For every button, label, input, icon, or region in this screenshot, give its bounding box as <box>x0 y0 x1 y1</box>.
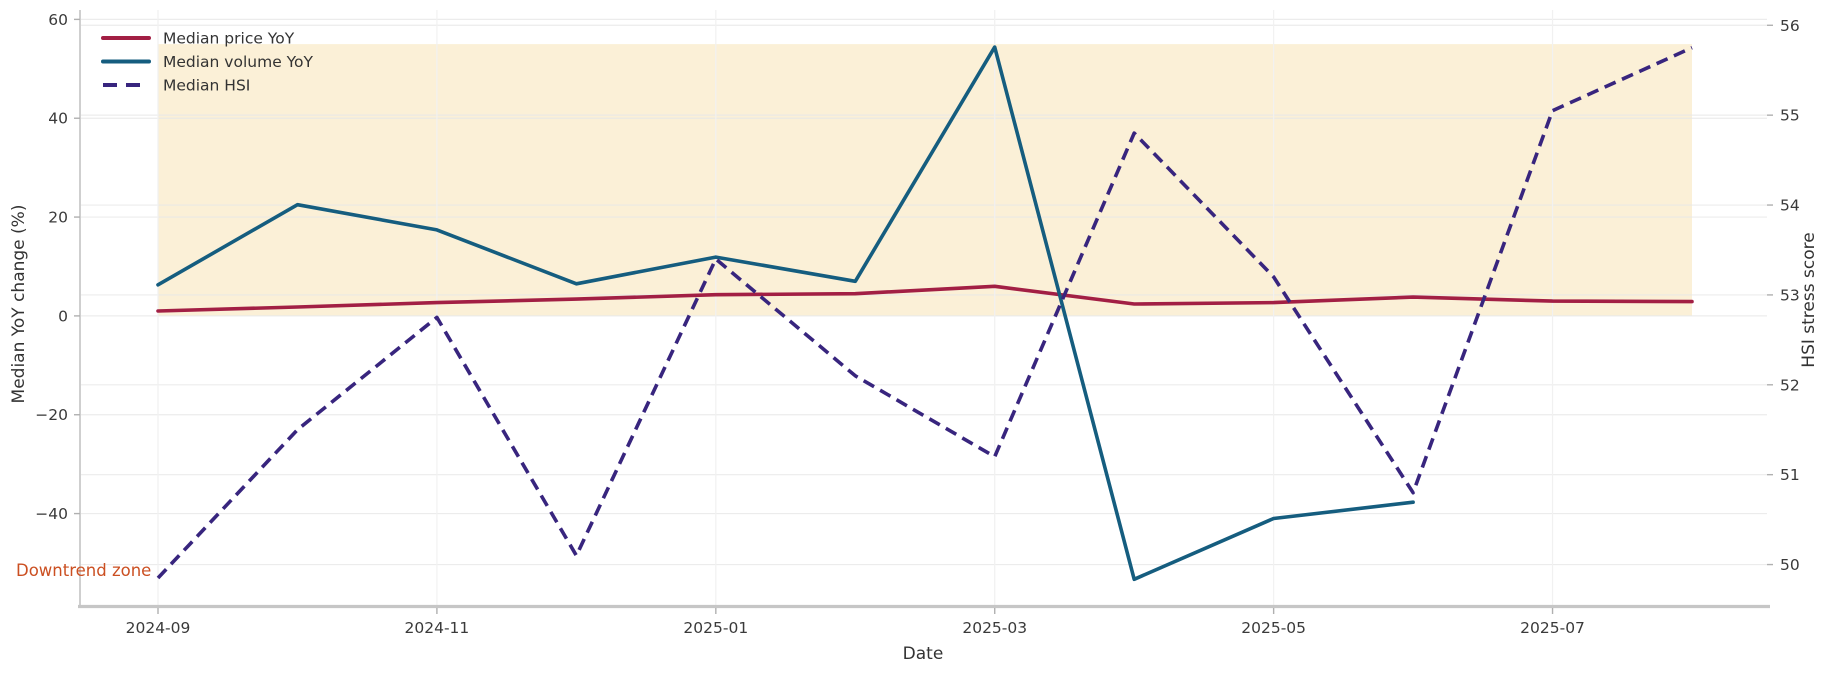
y-right-tick-label: 55 <box>1780 107 1800 125</box>
y-left-tick-label: 40 <box>48 110 68 128</box>
y-left-tick-label: −40 <box>35 505 68 523</box>
x-tick-label: 2025-01 <box>683 619 748 637</box>
downtrend-zone-annotation: Downtrend zone <box>16 561 151 580</box>
x-tick-label: 2025-07 <box>1520 619 1585 637</box>
legend-label: Median volume YoY <box>163 53 314 71</box>
y-axis-right-label: HSI stress score <box>1799 232 1819 367</box>
legend-label: Median HSI <box>163 77 250 95</box>
series-lines <box>156 45 1694 582</box>
y-left-tick-label: 20 <box>48 209 68 227</box>
y-axis-left-label: Median YoY change (%) <box>9 205 29 404</box>
legend-item: Median HSI <box>103 77 250 95</box>
y-left-tick-label: −20 <box>35 406 68 424</box>
series-line-median-volume-yoy <box>156 45 1415 582</box>
y-right-tick-label: 52 <box>1780 376 1800 394</box>
y-left-tick-label: 60 <box>48 11 68 29</box>
shaded-zone <box>158 44 1692 316</box>
tick-labels: 60 40 20 0 −20 −40 56 55 54 53 52 51 50 2024-09 2024-1… <box>35 11 1799 637</box>
x-axis-label: Date <box>903 644 944 664</box>
legend-label: Median price YoY <box>163 30 295 48</box>
y-right-tick-label: 53 <box>1780 286 1800 304</box>
y-right-tick-label: 51 <box>1780 466 1800 484</box>
x-tick-label: 2024-11 <box>405 619 470 637</box>
downtrend-zone-rect <box>158 44 1692 316</box>
axes <box>74 10 1773 614</box>
series-line-median-hsi <box>156 46 1693 580</box>
y-right-tick-label: 56 <box>1780 17 1800 35</box>
y-right-tick-label: 54 <box>1780 197 1800 215</box>
x-tick-label: 2025-05 <box>1241 619 1306 637</box>
x-tick-label: 2025-03 <box>962 619 1027 637</box>
y-left-tick-label: 0 <box>58 307 68 325</box>
gridlines <box>80 10 1767 605</box>
legend: Median price YoY Median volume YoY Median … <box>101 30 314 95</box>
legend-item: Median price YoY <box>101 30 295 48</box>
legend-item: Median volume YoY <box>101 53 314 71</box>
y-right-tick-label: 50 <box>1780 556 1800 574</box>
x-tick-label: 2024-09 <box>126 619 191 637</box>
series-line-median-price-yoy <box>156 284 1694 313</box>
